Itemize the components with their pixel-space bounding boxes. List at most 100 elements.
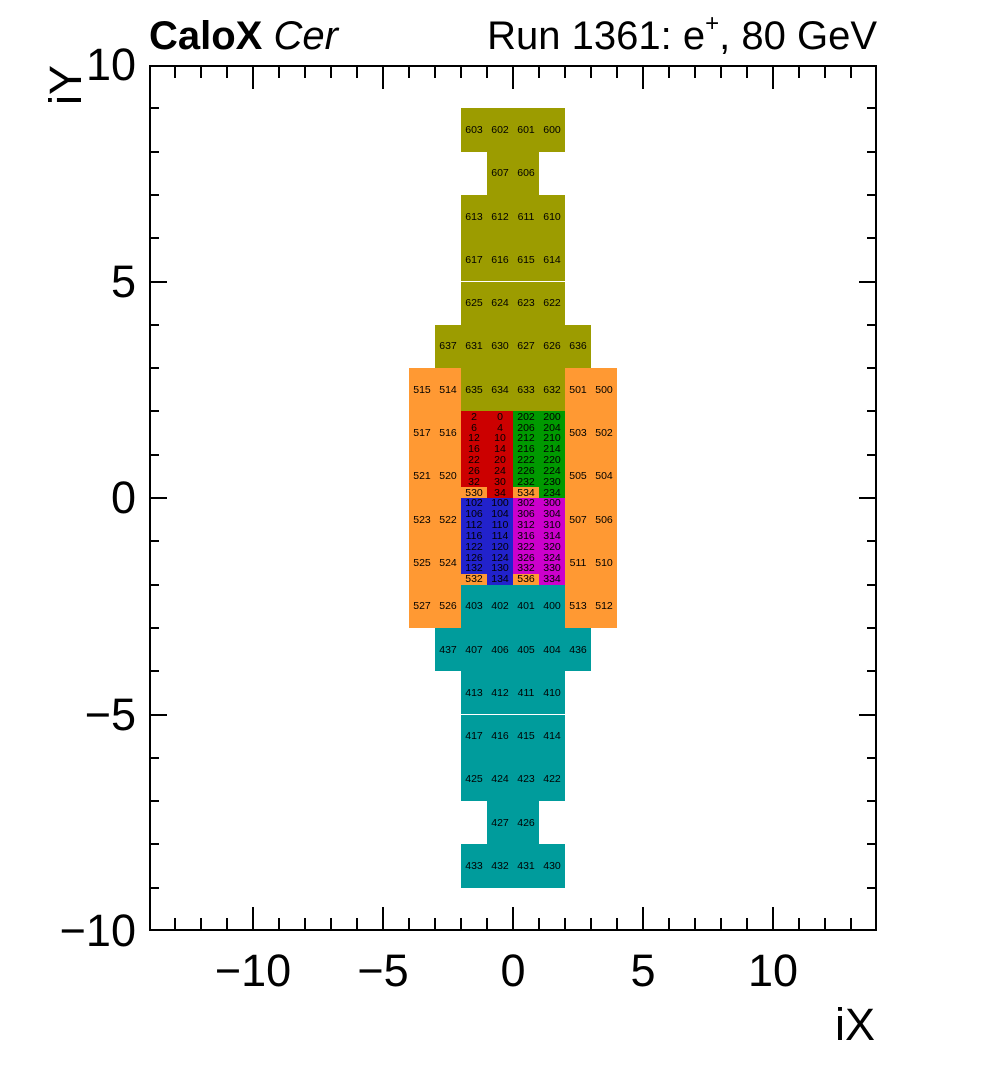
- detector-cell-522: 522: [435, 498, 461, 542]
- detector-cell-512: 512: [591, 584, 617, 628]
- detector-cell-401: 401: [513, 584, 539, 628]
- detector-cell-204: 204: [539, 422, 565, 434]
- tick-mark: [434, 918, 436, 929]
- detector-cell-517: 517: [409, 411, 435, 455]
- detector-cell-32: 32: [461, 476, 487, 488]
- tick-mark: [151, 670, 159, 673]
- detector-cell-436: 436: [565, 627, 591, 672]
- tick-mark: [151, 280, 167, 283]
- tick-mark: [867, 323, 875, 326]
- detector-cell-112: 112: [461, 519, 487, 531]
- tick-mark: [867, 626, 875, 629]
- tick-mark: [867, 670, 875, 673]
- detector-cell-414: 414: [539, 714, 565, 758]
- y-tick-label-10: 10: [85, 39, 136, 90]
- detector-cell-326: 326: [513, 552, 539, 563]
- detector-cell-606: 606: [513, 151, 539, 195]
- tick-mark: [486, 67, 488, 78]
- tick-mark: [356, 918, 358, 929]
- tick-mark: [867, 756, 875, 759]
- detector-cell-602: 602: [487, 108, 513, 152]
- detector-cell-102: 102: [461, 498, 487, 509]
- tick-mark: [382, 67, 384, 89]
- tick-mark: [151, 800, 159, 803]
- detector-cell-4: 4: [487, 422, 513, 434]
- detector-cell-626: 626: [539, 324, 565, 369]
- tick-mark: [867, 583, 875, 586]
- tick-mark: [486, 918, 488, 929]
- detector-cell-406: 406: [487, 627, 513, 672]
- detector-cell-610: 610: [539, 194, 565, 239]
- tick-mark: [278, 67, 280, 78]
- detector-cell-603: 603: [461, 108, 487, 152]
- detector-cell-132: 132: [461, 562, 487, 574]
- tick-mark: [859, 280, 875, 283]
- detector-cell-422: 422: [539, 757, 565, 802]
- detector-cell-22: 22: [461, 454, 487, 466]
- detector-cell-617: 617: [461, 238, 487, 282]
- tick-mark: [694, 918, 696, 929]
- detector-cell-234: 234: [539, 487, 565, 498]
- detector-cell-14: 14: [487, 443, 513, 455]
- tick-mark: [330, 67, 332, 78]
- detector-cell-635: 635: [461, 368, 487, 412]
- detector-cell-16: 16: [461, 443, 487, 455]
- tick-mark: [200, 918, 202, 929]
- tick-mark: [538, 67, 540, 78]
- detector-cell-312: 312: [513, 519, 539, 531]
- x-tick-label--5: −5: [357, 945, 409, 996]
- detector-cell-510: 510: [591, 541, 617, 585]
- detector-cell-34: 34: [487, 487, 513, 498]
- detector-cell-320: 320: [539, 541, 565, 553]
- y-tick-label--5: −5: [84, 688, 136, 740]
- detector-cell-2: 2: [461, 411, 487, 423]
- tick-mark: [512, 67, 514, 89]
- tick-mark: [798, 918, 800, 929]
- detector-cell-24: 24: [487, 465, 513, 477]
- detector-cell-416: 416: [487, 714, 513, 758]
- beam-energy-text: , 80 GeV: [719, 14, 877, 58]
- detector-cell-503: 503: [565, 411, 591, 455]
- detector-cell-334: 334: [539, 573, 565, 585]
- detector-cell-100: 100: [487, 498, 513, 509]
- particle-charge-superscript: +: [705, 10, 720, 37]
- detector-cell-427: 427: [487, 801, 513, 845]
- tick-mark: [867, 540, 875, 543]
- detector-cell-623: 623: [513, 281, 539, 325]
- detector-cell-631: 631: [461, 324, 487, 369]
- detector-cell-210: 210: [539, 433, 565, 444]
- detector-cell-124: 124: [487, 552, 513, 563]
- detector-cell-220: 220: [539, 454, 565, 466]
- detector-cell-632: 632: [539, 368, 565, 412]
- detector-cell-300: 300: [539, 498, 565, 509]
- detector-cell-6: 6: [461, 422, 487, 434]
- detector-cell-30: 30: [487, 476, 513, 488]
- detector-cell-20: 20: [487, 454, 513, 466]
- detector-cell-637: 637: [435, 324, 461, 369]
- detector-cell-511: 511: [565, 541, 591, 585]
- y-tick-label--10: −10: [59, 905, 136, 956]
- tick-mark: [151, 367, 159, 370]
- detector-cell-411: 411: [513, 671, 539, 715]
- detector-cell-625: 625: [461, 281, 487, 325]
- tick-mark: [616, 918, 618, 929]
- tick-mark: [850, 918, 852, 929]
- tick-mark: [590, 67, 592, 78]
- detector-cell-622: 622: [539, 281, 565, 325]
- detector-cell-523: 523: [409, 498, 435, 542]
- x-axis-title: iX: [834, 999, 875, 1050]
- detector-cell-410: 410: [539, 671, 565, 715]
- tick-mark: [859, 713, 875, 716]
- tick-mark: [867, 453, 875, 456]
- detector-cell-636: 636: [565, 324, 591, 369]
- tick-mark: [151, 756, 159, 759]
- detector-cell-630: 630: [487, 324, 513, 369]
- detector-cell-527: 527: [409, 584, 435, 628]
- detector-cell-633: 633: [513, 368, 539, 412]
- detector-cell-302: 302: [513, 498, 539, 509]
- detector-cell-513: 513: [565, 584, 591, 628]
- tick-mark: [824, 67, 826, 78]
- detector-cell-402: 402: [487, 584, 513, 628]
- tick-mark: [850, 67, 852, 78]
- tick-mark: [564, 67, 566, 78]
